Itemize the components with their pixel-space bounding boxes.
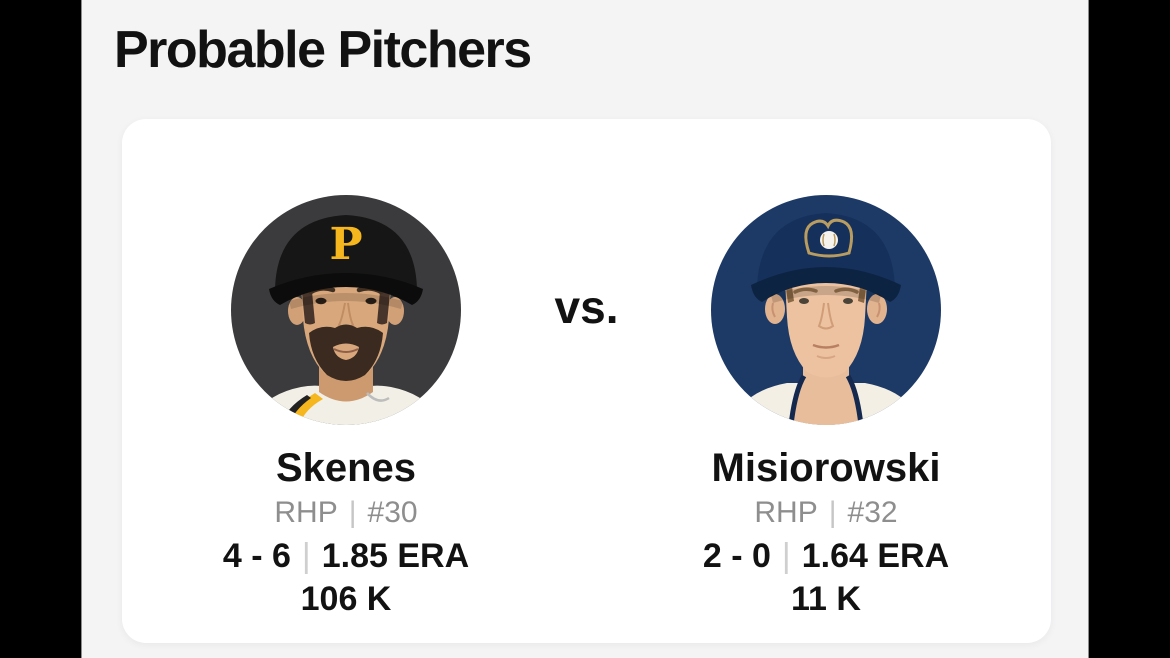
probable-pitchers-card: P Skenes RHP | #30 4 - 6 | 1.85 ERA 106 K vs… — [122, 119, 1051, 643]
probable-pitchers-section: Probable Pitchers — [81, 0, 1089, 658]
pitcher-number: #32 — [847, 496, 898, 529]
pitcher-record: 2 - 0 — [702, 537, 771, 575]
separator: | — [301, 537, 311, 575]
pitcher-strikeouts: 106 K — [300, 580, 392, 618]
pirates-cap-headshot-icon: P — [231, 195, 461, 425]
separator: | — [348, 496, 357, 529]
pitcher-avatar-left[interactable]: P — [231, 195, 461, 425]
pitcher-position-line: RHP | #32 — [754, 491, 897, 535]
pitcher-number: #30 — [367, 496, 418, 529]
page-title: Probable Pitchers — [114, 21, 532, 79]
pitcher-hand: RHP — [274, 496, 338, 529]
pitcher-position-line: RHP | #30 — [274, 491, 417, 535]
letterbox-right — [1089, 0, 1170, 658]
pitcher-strikeouts: 11 K — [791, 580, 861, 618]
pitcher-era: 1.64 ERA — [801, 537, 950, 575]
pitcher-right[interactable]: Misiorowski RHP | #32 2 - 0 | 1.64 ERA 11 K — [646, 195, 1006, 620]
letterbox-left — [0, 0, 81, 658]
pitcher-name: Misiorowski — [711, 446, 941, 490]
pitcher-avatar-right[interactable] — [711, 195, 941, 425]
brewers-cap-headshot-icon — [711, 195, 941, 425]
separator: | — [828, 496, 837, 529]
pitcher-record-era: 4 - 6 | 1.85 ERA — [223, 535, 469, 578]
brewers-ball-in-glove-logo — [804, 218, 854, 258]
pitcher-record-era: 2 - 0 | 1.64 ERA — [703, 535, 949, 578]
pitcher-name: Skenes — [275, 446, 417, 490]
pitcher-left[interactable]: P Skenes RHP | #30 4 - 6 | 1.85 ERA 106 K — [166, 195, 526, 620]
separator: | — [781, 537, 791, 575]
pitcher-hand: RHP — [754, 496, 818, 529]
pitcher-era: 1.85 ERA — [321, 537, 470, 575]
vs-label: vs. — [554, 281, 619, 333]
pitcher-record: 4 - 6 — [222, 537, 291, 575]
pirates-p-monogram: P — [329, 219, 362, 270]
